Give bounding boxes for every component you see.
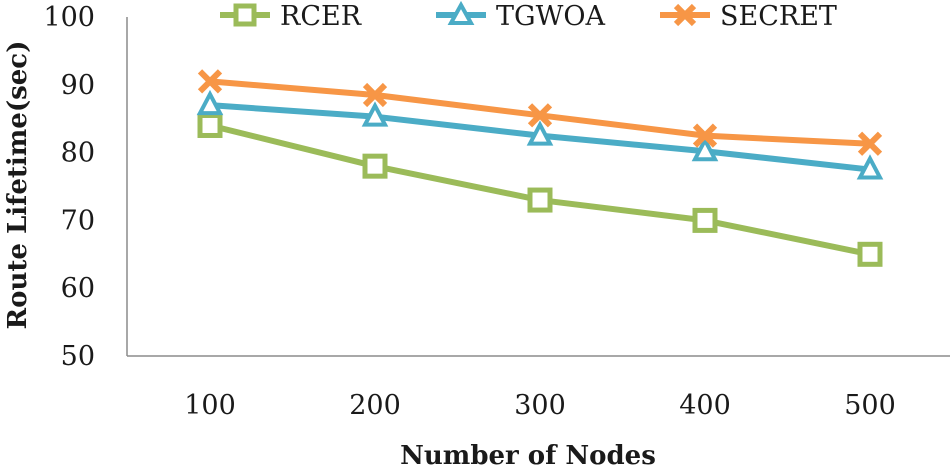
- legend-item-secret: SECRET: [660, 1, 837, 32]
- x-tick-label: 200: [349, 390, 401, 421]
- series-secret: [197, 69, 883, 156]
- x-tick-label: 100: [184, 390, 236, 421]
- series-tgwoa: [196, 89, 884, 180]
- legend-marker-tgwoa: [447, 0, 475, 25]
- data-point-tgwoa: [691, 135, 719, 162]
- legend-item-tgwoa: TGWOA: [436, 0, 605, 32]
- data-point-secret: [857, 131, 883, 156]
- legend-marker-secret: [673, 3, 697, 27]
- data-point-secret: [197, 69, 223, 94]
- y-tick-label: 60: [61, 273, 95, 304]
- series-rcer: [197, 112, 883, 267]
- series-group: [196, 69, 884, 267]
- x-tick-label: 400: [679, 390, 731, 421]
- y-tick-labels: 50 60 70 80 90 100: [43, 2, 95, 372]
- x-tick-label: 500: [844, 390, 896, 421]
- data-point-secret: [527, 103, 553, 128]
- data-point-rcer: [692, 207, 718, 233]
- legend-label-rcer: RCER: [280, 1, 362, 32]
- data-point-rcer: [362, 153, 388, 179]
- y-tick-label: 50: [61, 341, 95, 372]
- legend-item-rcer: RCER: [220, 1, 362, 32]
- y-axis-title: Route Lifetime(sec): [3, 41, 33, 330]
- x-axis-title: Number of Nodes: [400, 441, 656, 467]
- y-tick-label: 100: [43, 2, 95, 33]
- x-tick-labels: 100 200 300 400 500: [184, 390, 896, 421]
- axes: [126, 17, 950, 357]
- y-tick-label: 80: [61, 138, 95, 169]
- data-point-secret: [692, 123, 718, 148]
- data-point-tgwoa: [361, 101, 389, 127]
- data-point-rcer: [857, 241, 883, 267]
- legend: RCER TGWOA SECRET: [220, 0, 837, 32]
- legend-label-tgwoa: TGWOA: [496, 1, 605, 32]
- y-tick-label: 90: [61, 70, 95, 101]
- data-point-tgwoa: [196, 89, 224, 116]
- x-tick-label: 300: [514, 390, 566, 421]
- data-point-rcer: [197, 112, 223, 138]
- data-point-secret: [362, 82, 388, 108]
- data-point-rcer: [527, 187, 553, 213]
- legend-marker-rcer: [233, 3, 257, 27]
- data-point-tgwoa: [526, 120, 554, 146]
- legend-label-secret: SECRET: [720, 1, 837, 32]
- data-point-tgwoa: [856, 154, 884, 180]
- y-tick-label: 70: [61, 205, 95, 236]
